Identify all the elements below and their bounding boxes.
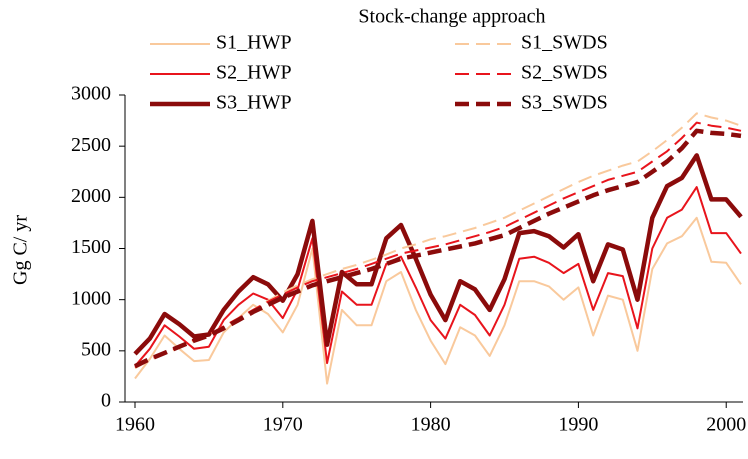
x-tick-label: 1980 (411, 414, 451, 436)
x-tick-label: 1990 (558, 414, 598, 436)
legend-label: S1_SWDS (521, 32, 608, 54)
legend-label: S2_HWP (216, 62, 292, 84)
chart-title: Stock-change approach (358, 6, 545, 28)
y-tick-label: 1000 (71, 287, 111, 309)
legend-label: S1_HWP (216, 32, 292, 54)
x-tick-label: 1970 (263, 414, 303, 436)
y-tick-label: 2500 (71, 134, 111, 156)
y-tick-label: 2000 (71, 185, 111, 207)
y-tick-label: 1500 (71, 236, 111, 258)
legend-label: S3_SWDS (521, 92, 608, 114)
legend-label: S3_HWP (216, 92, 292, 114)
x-tick-label: 1960 (115, 414, 155, 436)
y-tick-label: 0 (101, 390, 111, 412)
y-axis-label: Gg C/ yr (10, 215, 32, 285)
series-line (134, 128, 742, 369)
y-tick-label: 3000 (71, 83, 111, 105)
series-line (134, 186, 742, 367)
x-tick-label: 2000 (706, 414, 746, 436)
series-line (133, 153, 743, 356)
series-line (134, 216, 742, 385)
y-tick-label: 500 (81, 338, 111, 360)
legend-label: S2_SWDS (521, 62, 608, 84)
